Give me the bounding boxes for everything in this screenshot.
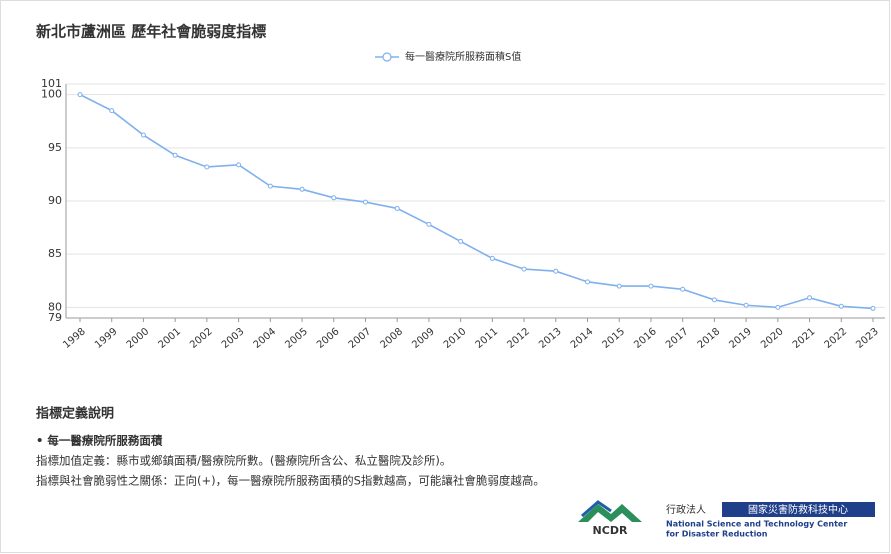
point <box>838 303 844 309</box>
point <box>489 255 495 261</box>
point <box>680 286 686 292</box>
logo-name-zh: 國家災害防救科技中心 <box>748 503 848 516</box>
logo-name-en: National Science and Technology Center <box>666 520 847 529</box>
definition-line: 指標與社會脆弱性之關係：正向(+)，每一醫療院所服務面積的S指數越高，可能讓社會… <box>36 474 545 488</box>
definition-item: • 每一醫療院所服務面積 <box>36 434 163 448</box>
y-tick-label: 95 <box>48 141 62 154</box>
logo-org-type: 行政法人 <box>666 503 706 516</box>
point <box>77 92 83 98</box>
y-tick-label: 79 <box>48 311 62 324</box>
point <box>648 283 654 289</box>
point <box>775 304 781 310</box>
logo-mark <box>581 500 612 518</box>
y-tick-label: 85 <box>48 247 62 260</box>
point <box>299 186 305 192</box>
point <box>109 108 115 114</box>
point <box>426 221 432 227</box>
logo-band <box>722 502 875 517</box>
logo-acronym: NCDR <box>593 524 628 537</box>
point <box>458 238 464 244</box>
y-tick-label: 80 <box>48 300 62 313</box>
point <box>553 268 559 274</box>
point <box>585 279 591 285</box>
y-tick-label: 90 <box>48 194 62 207</box>
point <box>236 162 242 168</box>
point <box>331 195 337 201</box>
point <box>870 305 876 311</box>
y-tick-label: 101 <box>41 77 62 90</box>
point <box>394 205 400 211</box>
point <box>807 295 813 301</box>
point <box>521 266 527 272</box>
point <box>743 302 749 308</box>
legend-label: 每一醫療院所服務面積S值 <box>405 50 521 63</box>
point <box>140 132 146 138</box>
y-tick-label: 100 <box>41 88 62 101</box>
logo-name-en: for Disaster Reduction <box>666 530 768 539</box>
point <box>616 283 622 289</box>
definition-line: 指標加值定義：縣市或鄉鎮面積/醫療院所數。(醫療院所含公、私立醫院及診所)。 <box>36 454 451 468</box>
point <box>267 183 273 189</box>
point <box>362 199 368 205</box>
point <box>172 152 178 158</box>
legend-marker <box>382 52 392 62</box>
point <box>204 164 210 170</box>
logo: NCDR 行政法人 國家災害防救科技中心 National Science an… <box>578 500 875 539</box>
definition-heading: 指標定義說明 <box>36 406 114 422</box>
line <box>79 93 874 310</box>
chart-title: 新北市蘆洲區 歷年社會脆弱度指標 <box>36 23 266 41</box>
logo-mark <box>578 504 642 522</box>
point <box>711 297 717 303</box>
